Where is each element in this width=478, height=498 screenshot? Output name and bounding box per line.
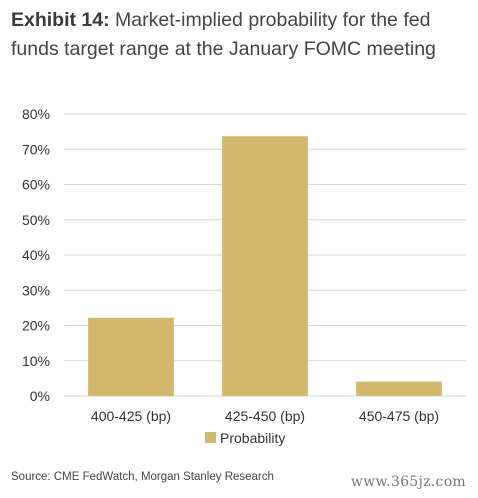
y-tick-label: 0% <box>30 388 50 404</box>
watermark: www.365jz.com <box>350 474 466 490</box>
y-tick-label: 80% <box>22 106 50 122</box>
y-tick-label: 20% <box>22 318 50 334</box>
bar <box>222 136 308 396</box>
x-tick-label: 400-425 (bp) <box>91 408 171 424</box>
legend-swatch <box>205 432 216 443</box>
y-tick-label: 60% <box>22 177 50 193</box>
chart-title: Exhibit 14: Market-implied probability f… <box>11 6 473 64</box>
source-note: Source: CME FedWatch, Morgan Stanley Res… <box>11 471 274 483</box>
y-tick-label: 30% <box>22 282 50 298</box>
bar <box>356 381 442 396</box>
title-text: Market-implied probability for the fed f… <box>11 9 436 60</box>
y-tick-label: 10% <box>22 353 50 369</box>
bar <box>88 317 174 396</box>
x-tick-label: 450-475 (bp) <box>359 408 439 424</box>
x-tick-label: 425-450 (bp) <box>225 408 305 424</box>
exhibit-label: Exhibit 14: <box>11 9 110 31</box>
y-tick-label: 70% <box>22 141 50 157</box>
legend-label: Probability <box>220 430 285 446</box>
y-tick-label: 40% <box>22 247 50 263</box>
y-tick-label: 50% <box>22 212 50 228</box>
